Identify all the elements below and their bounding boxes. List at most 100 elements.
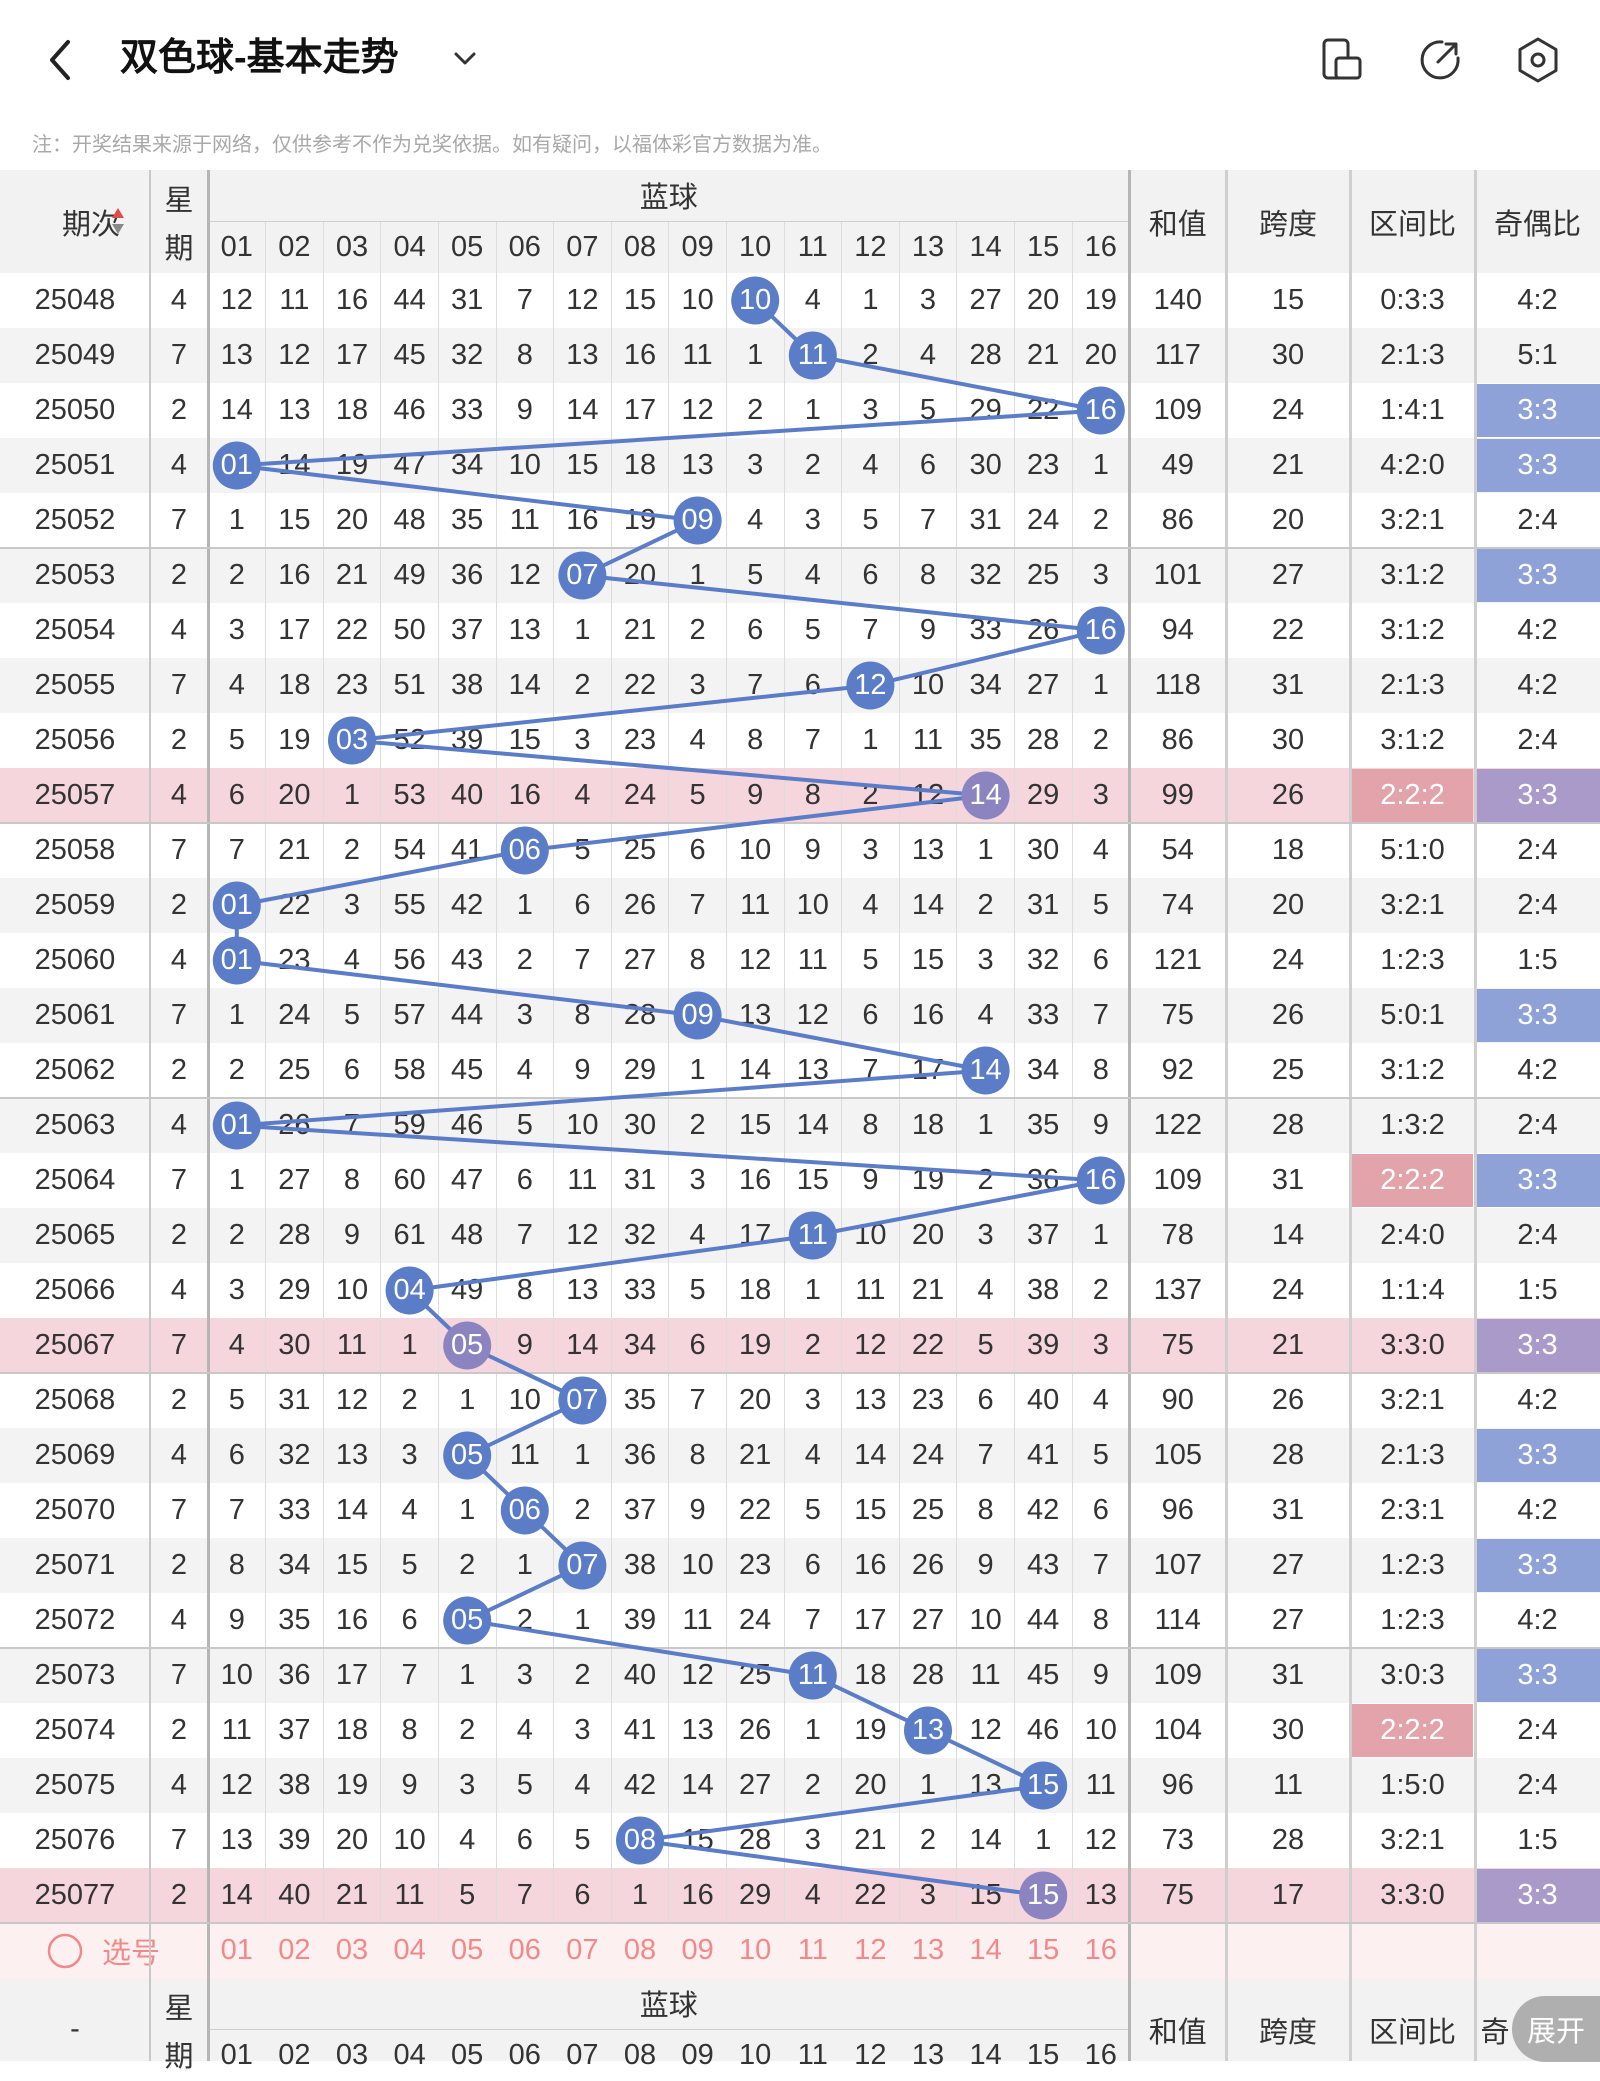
weekday-cell: 4 [170,779,188,811]
miss-count: 21 [335,559,369,591]
sort-updown-icon[interactable] [110,206,126,238]
span-cell: 27 [1271,559,1305,591]
miss-count: 12 [1084,1824,1117,1856]
select-ball-number[interactable]: 16 [1084,1934,1117,1966]
header-period[interactable]: 期次 [61,208,120,241]
miss-count: 11 [797,944,828,976]
oe-badge-bg [1477,549,1600,602]
expand-button[interactable]: 展开 [1512,1996,1600,2062]
settings-button[interactable] [1512,34,1564,86]
select-ball-number[interactable]: 02 [278,1934,311,1966]
miss-count: 6 [977,1384,994,1416]
title-dropdown[interactable] [450,44,480,80]
period-cell: 25062 [34,1054,116,1086]
select-ball-number[interactable]: 07 [566,1934,599,1966]
select-ball-number[interactable]: 11 [797,1934,828,1966]
footer-sum: 和值 [1148,2016,1207,2049]
share-button[interactable] [1414,34,1466,86]
select-ball-number[interactable]: 08 [623,1934,657,1966]
miss-count: 8 [516,1274,533,1306]
span-cell: 31 [1271,669,1305,701]
select-ball-number[interactable]: 10 [739,1934,772,1966]
miss-count: 1 [862,284,879,316]
miss-count: 11 [682,1604,713,1636]
select-ball-number[interactable]: 05 [451,1934,484,1966]
weekday-cell: 7 [170,669,188,701]
blue-ball [558,1376,607,1425]
miss-count: 21 [623,614,657,646]
miss-count: 3 [228,614,245,646]
odd-even-cell: 1:5 [1517,1824,1558,1856]
select-ball-number[interactable]: 09 [681,1934,714,1966]
span-cell: 31 [1271,1659,1305,1691]
weekday-cell: 4 [170,449,188,481]
circle-outline-icon[interactable] [46,1932,84,1970]
miss-count: 7 [574,944,591,976]
blue-ball [500,826,549,875]
zone-ratio-cell: 3:2:1 [1380,889,1445,921]
odd-even-cell: 3:3 [1517,559,1558,591]
miss-count: 33 [1027,999,1060,1031]
blue-hit-number: 05 [451,1439,484,1471]
select-ball-number[interactable]: 06 [508,1934,541,1966]
zone-ratio-cell: 2:4:0 [1380,1219,1445,1251]
weekday-cell: 2 [170,1714,188,1746]
blue-col-header: 14 [969,230,1002,263]
sum-cell: 140 [1153,284,1202,316]
miss-count: 7 [516,1879,533,1911]
miss-count: 14 [508,669,541,701]
miss-count: 2 [574,1494,591,1526]
select-ball-number[interactable]: 03 [335,1934,369,1966]
select-ball-number[interactable]: 15 [1027,1934,1060,1966]
miss-count: 15 [508,724,541,756]
miss-count: 57 [393,999,426,1031]
miss-count: 10 [508,449,541,481]
page-title[interactable]: 双色球-基本走势 [120,37,399,79]
miss-count: 17 [335,339,369,371]
zone-ratio-cell: 1:1:4 [1380,1274,1445,1306]
odd-even-cell: 3:3 [1517,394,1558,426]
miss-count: 12 [566,1219,599,1251]
phone-rotate-button[interactable] [1316,34,1368,86]
miss-count: 1 [1092,1219,1109,1251]
miss-count: 13 [220,339,253,371]
period-cell: 25065 [34,1219,116,1251]
miss-count: 43 [1027,1549,1060,1581]
blue-ball [788,331,837,380]
select-ball-number[interactable]: 14 [969,1934,1002,1966]
miss-count: 39 [278,1824,311,1856]
select-ball-number[interactable]: 04 [393,1934,426,1966]
period-cell: 25069 [34,1439,116,1471]
miss-count: 54 [393,834,426,866]
span-cell: 31 [1271,1494,1305,1526]
miss-count: 21 [1027,339,1060,371]
miss-count: 6 [401,1604,418,1636]
miss-count: 4 [1092,834,1109,866]
miss-count: 4 [343,944,361,976]
miss-count: 1 [574,1439,591,1471]
select-ball-number[interactable]: 12 [854,1934,887,1966]
miss-count: 19 [739,1329,772,1361]
back-button[interactable] [40,30,80,90]
chevron-left-icon [50,40,70,80]
chevron-down-icon [454,52,476,65]
odd-even-cell: 4:2 [1517,1604,1558,1636]
miss-count: 4 [804,284,821,316]
miss-count: 23 [623,724,657,756]
miss-count: 2 [919,1824,937,1856]
miss-count: 12 [739,944,772,976]
blue-ball [212,881,261,930]
select-ball-number[interactable]: 01 [220,1934,253,1966]
miss-count: 1 [228,504,245,536]
blue-ball [558,1541,607,1590]
miss-count: 6 [747,614,764,646]
miss-count: 13 [508,614,541,646]
miss-count: 13 [1084,1879,1117,1911]
miss-count: 3 [574,724,591,756]
miss-count: 22 [335,614,369,646]
miss-count: 18 [854,1659,887,1691]
miss-count: 13 [681,1714,714,1746]
miss-count: 41 [623,1714,657,1746]
weekday-cell: 2 [170,1054,188,1086]
select-ball-number[interactable]: 13 [911,1934,945,1966]
